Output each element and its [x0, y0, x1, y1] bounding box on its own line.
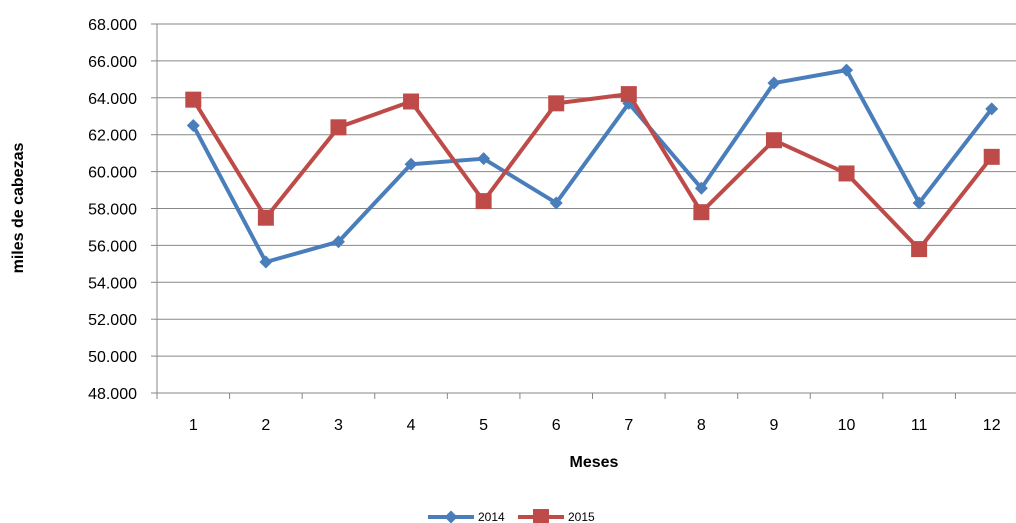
data-point-2014: [840, 63, 854, 77]
x-tick-label: 3: [334, 417, 343, 434]
x-tick-labels: 1 2 3 4 5 6 7 8 9 10 11 12: [189, 417, 1001, 434]
series-layer: [185, 63, 1000, 269]
y-tick-label: 66.000: [88, 54, 137, 71]
legend-marker: [444, 510, 458, 523]
legend-item-2014: 2014: [428, 510, 505, 523]
axes: [151, 23, 1016, 399]
legend-label: 2015: [568, 510, 595, 523]
y-tick-label: 54.000: [88, 275, 137, 292]
series-2015: [185, 86, 1000, 258]
data-point-2014: [912, 196, 926, 210]
x-tick-label: 6: [552, 417, 561, 434]
data-point-2014: [694, 181, 708, 195]
data-point-2015: [620, 86, 637, 103]
data-point-2015: [838, 165, 855, 182]
legend-marker: [533, 509, 549, 523]
x-tick-label: 11: [911, 417, 928, 434]
data-point-2015: [185, 91, 202, 108]
y-tick-label: 60.000: [88, 165, 137, 182]
y-tick-label: 52.000: [88, 312, 137, 329]
data-point-2015: [983, 148, 1000, 165]
data-point-2014: [404, 157, 418, 171]
y-tick-label: 58.000: [88, 202, 137, 219]
series-line-2015: [191, 92, 994, 252]
x-tick-label: 5: [479, 417, 488, 434]
y-tick-label: 50.000: [88, 349, 137, 366]
legend: 2014 2015: [428, 509, 595, 523]
gridlines: [157, 23, 1016, 394]
data-point-2014: [259, 255, 273, 269]
y-tick-label: 62.000: [88, 128, 137, 145]
y-tick-label: 68.000: [88, 17, 137, 34]
y-tick-labels: 48.000 50.000 52.000 54.000 56.000 58.000 60.0…: [88, 17, 137, 403]
y-tick-label: 48.000: [88, 386, 137, 403]
data-point-2015: [693, 204, 710, 221]
y-axis-title: miles de cabezas: [10, 143, 27, 274]
data-point-2014: [331, 235, 345, 249]
legend-label: 2014: [478, 510, 505, 523]
x-tick-label: 2: [261, 417, 270, 434]
data-point-2014: [985, 102, 999, 116]
x-tick-label: 4: [407, 417, 416, 434]
x-axis-title: Meses: [570, 454, 619, 471]
data-point-2015: [330, 119, 347, 136]
data-point-2014: [767, 76, 781, 90]
data-point-2015: [548, 95, 565, 112]
data-point-2015: [475, 193, 492, 210]
data-point-2015: [765, 132, 782, 149]
data-point-2015: [257, 209, 274, 226]
x-tick-label: 7: [624, 417, 633, 434]
y-tick-label: 64.000: [88, 91, 137, 108]
x-tick-label: 1: [189, 417, 198, 434]
data-point-2015: [403, 93, 420, 110]
x-tick-label: 9: [770, 417, 779, 434]
data-point-2014: [477, 152, 491, 166]
x-tick-label: 12: [983, 417, 1001, 434]
series-line-2014: [191, 68, 994, 265]
x-tick-label: 10: [838, 417, 856, 434]
legend-item-2015: 2015: [518, 509, 595, 523]
x-tick-label: 8: [697, 417, 706, 434]
data-point-2014: [549, 196, 563, 210]
data-point-2014: [186, 118, 200, 132]
data-point-2015: [911, 241, 928, 258]
y-tick-label: 56.000: [88, 238, 137, 255]
